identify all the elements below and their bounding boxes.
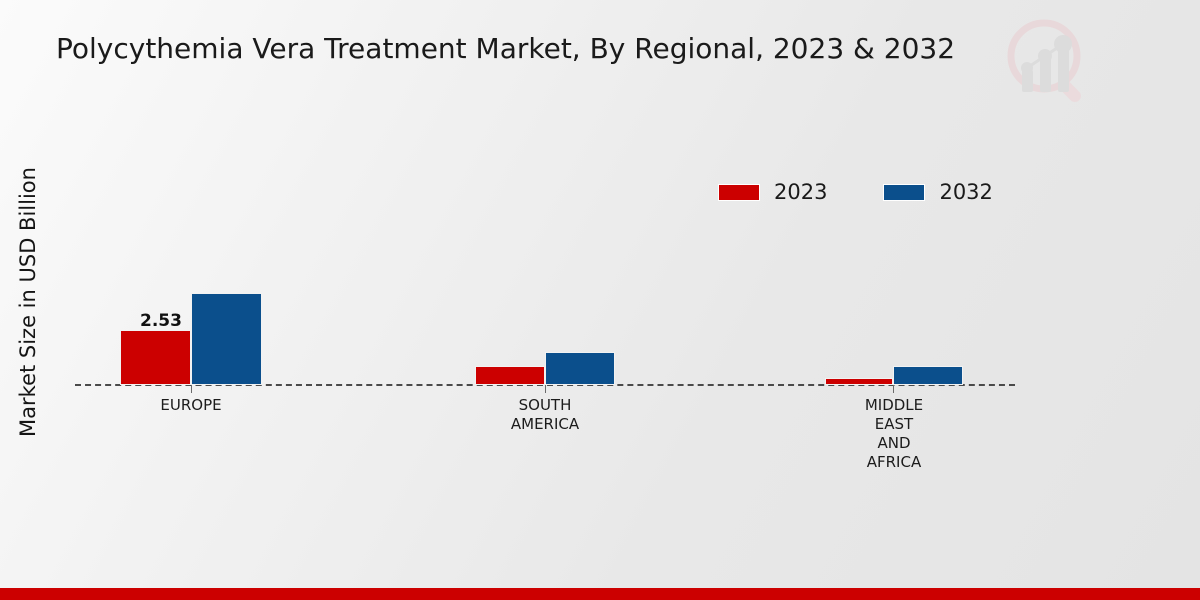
legend-item-2032[interactable]: 2032 — [883, 180, 993, 204]
legend-label-2023: 2023 — [774, 180, 828, 204]
legend-label-2032: 2032 — [939, 180, 993, 204]
category-label-europe: EUROPE — [160, 396, 222, 414]
bar-south-america-2032[interactable] — [545, 352, 615, 385]
bar-south-america-2023[interactable] — [475, 366, 545, 385]
bar-europe-2032[interactable] — [191, 293, 262, 385]
tick-europe — [191, 385, 192, 393]
bar-middle-east-africa-2023[interactable] — [825, 378, 893, 385]
legend-swatch-2023 — [718, 183, 760, 201]
legend-item-2023[interactable]: 2023 — [718, 180, 827, 204]
category-label-middle-east-africa: MIDDLE EAST AND AFRICA — [864, 396, 924, 471]
category-label-south-america: SOUTH AMERICA — [510, 396, 580, 433]
bar-middle-east-africa-2032[interactable] — [893, 366, 963, 385]
tick-south-america — [545, 385, 546, 393]
legend-swatch-2032 — [883, 183, 926, 201]
bar-europe-2023[interactable] — [120, 330, 191, 385]
tick-middle-east-africa — [893, 385, 894, 393]
chart-legend: 2023 2032 — [718, 180, 993, 204]
footer-accent-bar — [0, 588, 1200, 600]
bar-value-europe-2023: 2.53 — [140, 311, 182, 331]
chart-title: Polycythemia Vera Treatment Market, By R… — [56, 32, 956, 65]
